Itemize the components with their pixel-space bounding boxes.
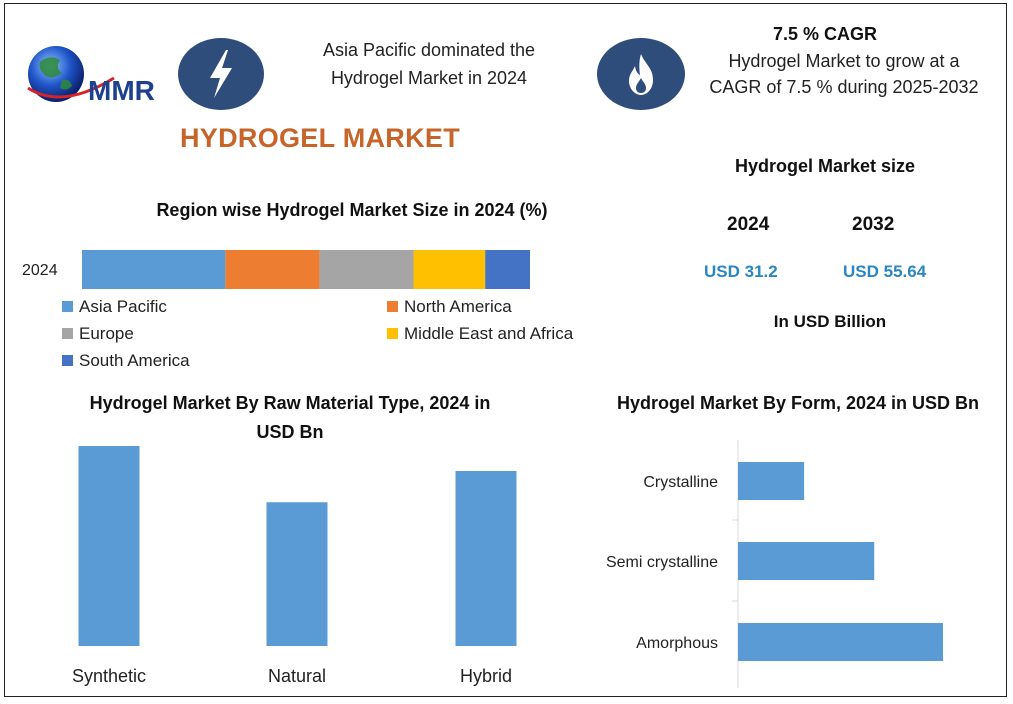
- form-bar-1: [738, 542, 875, 580]
- legend-label-1: North America: [404, 297, 512, 316]
- logo-text: MMR: [88, 75, 155, 106]
- market-size-title: Hydrogel Market size: [734, 156, 916, 176]
- raw-bar-2: [455, 471, 517, 646]
- flame-icon: [597, 38, 685, 110]
- form-chart-title: Hydrogel Market By Form, 2024 in USD Bn: [616, 393, 980, 413]
- form-category-label-0: Crystalline: [643, 474, 718, 491]
- legend-label-2: Europe: [79, 324, 134, 343]
- region-segment-1: [225, 250, 320, 289]
- unit-label: In USD Billion: [773, 312, 887, 331]
- lightning-bolt-icon: [178, 38, 264, 110]
- form-chart: Crystalline Semi crystalline Amorphous: [606, 440, 943, 688]
- year-2024-label: 2024: [727, 214, 770, 235]
- raw-category-label-0: Synthetic: [72, 666, 146, 686]
- cagr-headline: 7.5 % CAGR: [772, 24, 878, 44]
- raw-bar-1: [266, 502, 328, 646]
- legend-label-0: Asia Pacific: [79, 297, 167, 316]
- cagr-description: Hydrogel Market to grow at a CAGR of 7.5…: [709, 51, 979, 97]
- form-category-label-1: Semi crystalline: [606, 554, 718, 571]
- legend-swatch-4: [62, 355, 73, 366]
- value-2024: USD 31.2: [704, 262, 778, 281]
- asia-dominance-text: Asia Pacific dominated the Hydrogel Mark…: [322, 40, 536, 88]
- page-title: HYDROGEL MARKET: [179, 123, 460, 153]
- legend-swatch-0: [62, 301, 73, 312]
- region-segment-0: [82, 250, 226, 289]
- form-category-label-2: Amorphous: [636, 635, 718, 652]
- form-bar-0: [738, 462, 805, 500]
- region-stacked-chart: 2024 Asia Pacific North America Europe Middl…: [22, 250, 574, 370]
- infographic-frame: [4, 3, 1007, 697]
- globe-logo-icon: MMR: [27, 46, 155, 106]
- year-2032-label: 2032: [852, 214, 895, 235]
- region-chart-title: Region wise Hydrogel Market Size in 2024…: [156, 200, 548, 220]
- raw-material-chart-title: Hydrogel Market By Raw Material Type, 20…: [89, 393, 491, 442]
- region-segment-4: [485, 250, 530, 289]
- legend-label-3: Middle East and Africa: [404, 324, 574, 343]
- region-category-label: 2024: [22, 262, 58, 279]
- raw-category-label-1: Natural: [268, 666, 326, 686]
- legend-swatch-3: [387, 328, 398, 339]
- legend-swatch-1: [387, 301, 398, 312]
- raw-category-label-2: Hybrid: [460, 666, 512, 686]
- raw-material-chart: Synthetic Natural Hybrid: [72, 446, 517, 686]
- form-bar-2: [738, 623, 943, 661]
- legend-swatch-2: [62, 328, 73, 339]
- value-2032: USD 55.64: [843, 262, 927, 281]
- region-segment-2: [319, 250, 414, 289]
- legend-label-4: South America: [79, 351, 190, 370]
- region-segment-3: [413, 250, 486, 289]
- raw-bar-0: [78, 446, 140, 646]
